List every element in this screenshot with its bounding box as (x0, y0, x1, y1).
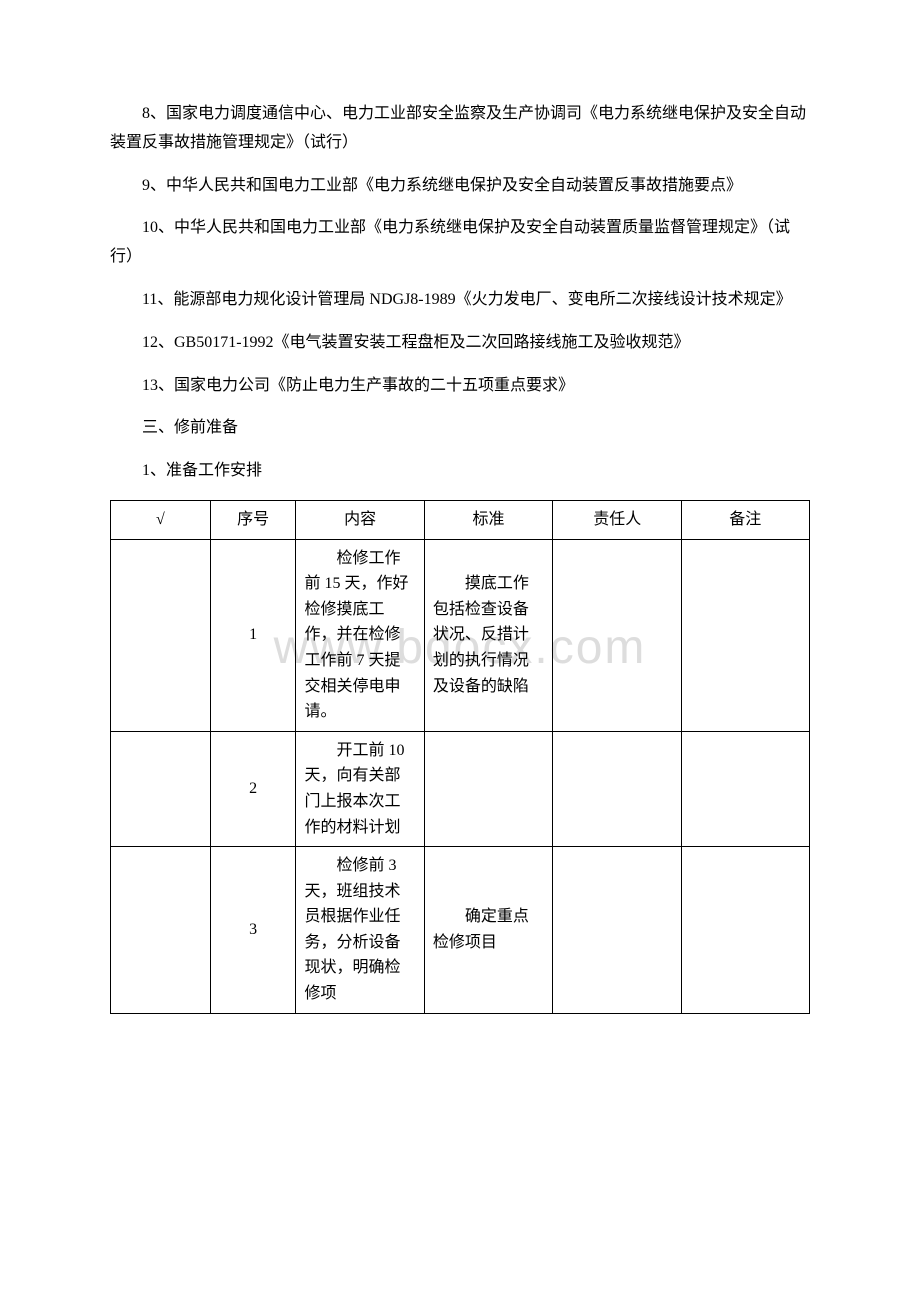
header-check: √ (111, 500, 211, 539)
header-seq: 序号 (210, 500, 296, 539)
table-row: 3 检修前 3 天，班组技术员根据作业任务，分析设备现状，明确检修项 确定重点检… (111, 847, 810, 1014)
header-remark: 备注 (681, 500, 809, 539)
cell-content: 开工前 10 天，向有关部门上报本次工作的材料计划 (296, 731, 424, 846)
cell-remark (681, 847, 809, 1014)
section-heading-3: 三、修前准备 (110, 414, 810, 443)
cell-remark (681, 539, 809, 731)
cell-seq: 1 (210, 539, 296, 731)
paragraph-8: 8、国家电力调度通信中心、电力工业部安全监察及生产协调司《电力系统继电保护及安全… (110, 100, 810, 158)
cell-content: 检修前 3 天，班组技术员根据作业任务，分析设备现状，明确检修项 (296, 847, 424, 1014)
header-content: 内容 (296, 500, 424, 539)
preparation-table: √ 序号 内容 标准 责任人 备注 1 检修工作前 15 天，作好检修摸底工作，… (110, 500, 810, 1014)
cell-seq: 3 (210, 847, 296, 1014)
document-body: 8、国家电力调度通信中心、电力工业部安全监察及生产协调司《电力系统继电保护及安全… (110, 100, 810, 1014)
cell-check (111, 539, 211, 731)
header-standard: 标准 (424, 500, 552, 539)
cell-person (553, 731, 681, 846)
paragraph-9: 9、中华人民共和国电力工业部《电力系统继电保护及安全自动装置反事故措施要点》 (110, 172, 810, 201)
paragraph-11: 11、能源部电力规化设计管理局 NDGJ8-1989《火力发电厂、变电所二次接线… (110, 286, 810, 315)
cell-person (553, 539, 681, 731)
paragraph-13: 13、国家电力公司《防止电力生产事故的二十五项重点要求》 (110, 372, 810, 401)
subsection-heading-1: 1、准备工作安排 (110, 457, 810, 486)
paragraph-12: 12、GB50171-1992《电气装置安装工程盘柜及二次回路接线施工及验收规范… (110, 329, 810, 358)
paragraph-10: 10、中华人民共和国电力工业部《电力系统继电保护及安全自动装置质量监督管理规定》… (110, 214, 810, 272)
cell-person (553, 847, 681, 1014)
cell-check (111, 731, 211, 846)
cell-content: 检修工作前 15 天，作好检修摸底工作，并在检修工作前 7 天提交相关停电申请。 (296, 539, 424, 731)
table-row: 2 开工前 10 天，向有关部门上报本次工作的材料计划 (111, 731, 810, 846)
cell-standard: 确定重点检修项目 (424, 847, 552, 1014)
cell-check (111, 847, 211, 1014)
table-row: 1 检修工作前 15 天，作好检修摸底工作，并在检修工作前 7 天提交相关停电申… (111, 539, 810, 731)
cell-standard (424, 731, 552, 846)
cell-standard: 摸底工作包括检查设备状况、反措计划的执行情况及设备的缺陷 (424, 539, 552, 731)
header-person: 责任人 (553, 500, 681, 539)
table-header-row: √ 序号 内容 标准 责任人 备注 (111, 500, 810, 539)
cell-remark (681, 731, 809, 846)
cell-seq: 2 (210, 731, 296, 846)
